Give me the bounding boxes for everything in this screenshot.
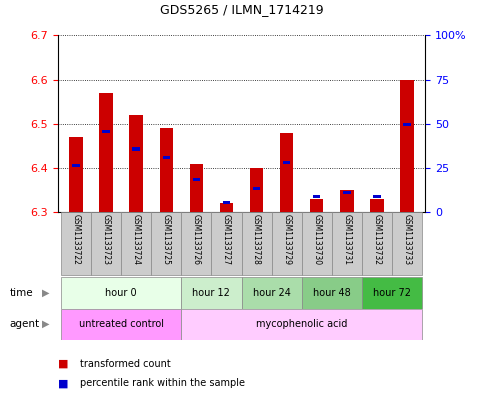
Text: ▶: ▶	[42, 288, 50, 298]
Text: agent: agent	[10, 319, 40, 329]
Bar	[340, 190, 354, 212]
Bar	[373, 195, 381, 198]
Bar	[250, 168, 263, 212]
Text: hour 72: hour 72	[373, 288, 411, 298]
Bar	[400, 79, 414, 212]
Bar	[181, 212, 212, 275]
Text: ■: ■	[58, 358, 69, 369]
Text: hour 0: hour 0	[105, 288, 137, 298]
Text: GSM1133733: GSM1133733	[402, 214, 412, 265]
Bar	[151, 212, 181, 275]
Bar	[132, 147, 140, 151]
Bar	[242, 277, 302, 309]
Bar	[242, 212, 271, 275]
Bar	[91, 212, 121, 275]
Text: GSM1133723: GSM1133723	[101, 214, 111, 265]
Bar	[181, 309, 422, 340]
Text: ▶: ▶	[42, 319, 50, 329]
Bar	[99, 93, 113, 212]
Bar	[362, 212, 392, 275]
Bar	[271, 212, 302, 275]
Bar	[69, 137, 83, 212]
Text: GSM1133727: GSM1133727	[222, 214, 231, 265]
Text: GSM1133722: GSM1133722	[71, 214, 81, 265]
Text: GSM1133729: GSM1133729	[282, 214, 291, 265]
Bar	[121, 212, 151, 275]
Text: percentile rank within the sample: percentile rank within the sample	[80, 378, 245, 388]
Text: transformed count: transformed count	[80, 358, 170, 369]
Bar	[61, 212, 91, 275]
Text: ■: ■	[58, 378, 69, 388]
Bar	[181, 277, 242, 309]
Bar	[129, 115, 143, 212]
Bar	[212, 212, 242, 275]
Bar	[280, 132, 293, 212]
Text: time: time	[10, 288, 33, 298]
Text: hour 48: hour 48	[313, 288, 351, 298]
Bar	[392, 212, 422, 275]
Bar	[310, 199, 324, 212]
Text: hour 24: hour 24	[253, 288, 291, 298]
Bar	[283, 161, 290, 164]
Bar	[193, 178, 200, 182]
Bar	[253, 187, 260, 190]
Bar	[362, 277, 422, 309]
Bar	[302, 212, 332, 275]
Text: GSM1133730: GSM1133730	[312, 214, 321, 265]
Text: GSM1133726: GSM1133726	[192, 214, 201, 265]
Bar	[102, 130, 110, 133]
Text: untreated control: untreated control	[79, 319, 164, 329]
Bar	[403, 123, 411, 126]
Bar	[163, 156, 170, 160]
Text: GSM1133725: GSM1133725	[162, 214, 171, 265]
Bar	[343, 191, 351, 194]
Text: mycophenolic acid: mycophenolic acid	[256, 319, 347, 329]
Bar	[72, 164, 80, 167]
Text: hour 12: hour 12	[192, 288, 230, 298]
Text: GSM1133728: GSM1133728	[252, 214, 261, 265]
Bar	[302, 277, 362, 309]
Bar	[159, 128, 173, 212]
Bar	[61, 277, 181, 309]
Bar	[370, 199, 384, 212]
Bar	[313, 195, 320, 198]
Text: GSM1133724: GSM1133724	[132, 214, 141, 265]
Bar	[332, 212, 362, 275]
Text: GDS5265 / ILMN_1714219: GDS5265 / ILMN_1714219	[160, 3, 323, 16]
Bar	[220, 203, 233, 212]
Bar	[190, 163, 203, 212]
Text: GSM1133732: GSM1133732	[372, 214, 382, 265]
Bar	[61, 309, 181, 340]
Text: GSM1133731: GSM1133731	[342, 214, 351, 265]
Bar	[223, 200, 230, 204]
